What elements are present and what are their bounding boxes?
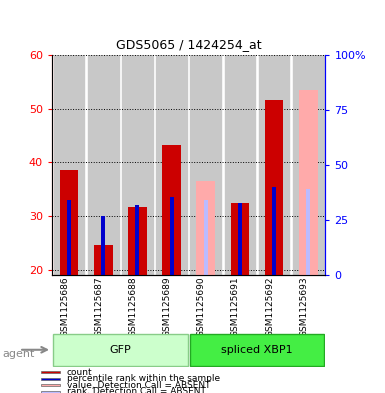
FancyBboxPatch shape — [53, 334, 187, 365]
Bar — [169, 197, 174, 275]
Text: count: count — [67, 367, 92, 376]
Bar — [94, 244, 113, 275]
Bar — [224, 55, 255, 275]
Text: agent: agent — [2, 349, 34, 359]
Bar — [42, 391, 60, 393]
Bar — [156, 55, 187, 275]
Bar — [231, 203, 249, 275]
Bar — [128, 207, 147, 275]
Text: GSM1125688: GSM1125688 — [128, 276, 137, 337]
Bar — [42, 371, 60, 373]
Text: GSM1125689: GSM1125689 — [162, 276, 172, 337]
Bar — [264, 99, 283, 275]
Bar — [162, 145, 181, 275]
Bar — [88, 55, 119, 275]
Text: spliced XBP1: spliced XBP1 — [221, 345, 293, 355]
Text: percentile rank within the sample: percentile rank within the sample — [67, 374, 220, 383]
Bar — [67, 200, 71, 275]
Bar — [204, 200, 208, 275]
Bar — [101, 216, 105, 275]
Text: value, Detection Call = ABSENT: value, Detection Call = ABSENT — [67, 381, 210, 390]
Bar — [259, 55, 290, 275]
Text: GFP: GFP — [109, 345, 131, 355]
Bar — [54, 55, 84, 275]
Bar — [238, 203, 242, 275]
Bar — [136, 205, 139, 275]
Bar — [293, 55, 324, 275]
Text: GSM1125686: GSM1125686 — [60, 276, 69, 337]
Bar — [122, 55, 153, 275]
FancyBboxPatch shape — [190, 334, 324, 365]
Bar — [60, 171, 79, 275]
Bar — [42, 384, 60, 386]
Text: GSM1125690: GSM1125690 — [197, 276, 206, 337]
Bar — [42, 378, 60, 380]
Text: GSM1125693: GSM1125693 — [299, 276, 308, 337]
Text: GSM1125687: GSM1125687 — [94, 276, 103, 337]
Bar — [306, 189, 310, 275]
Title: GDS5065 / 1424254_at: GDS5065 / 1424254_at — [116, 38, 261, 51]
Text: GSM1125692: GSM1125692 — [265, 276, 274, 337]
Bar — [196, 181, 215, 275]
Bar — [272, 187, 276, 275]
Bar — [299, 90, 318, 275]
Text: rank, Detection Call = ABSENT: rank, Detection Call = ABSENT — [67, 387, 206, 393]
Text: GSM1125691: GSM1125691 — [231, 276, 240, 337]
Bar — [190, 55, 221, 275]
